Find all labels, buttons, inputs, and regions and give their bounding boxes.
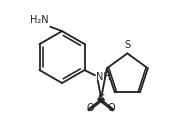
Text: O: O xyxy=(108,103,115,113)
Text: NH: NH xyxy=(96,72,110,82)
Text: S: S xyxy=(124,40,130,50)
Text: O: O xyxy=(86,103,94,113)
Text: H₂N: H₂N xyxy=(30,15,49,25)
Text: S: S xyxy=(97,93,105,106)
